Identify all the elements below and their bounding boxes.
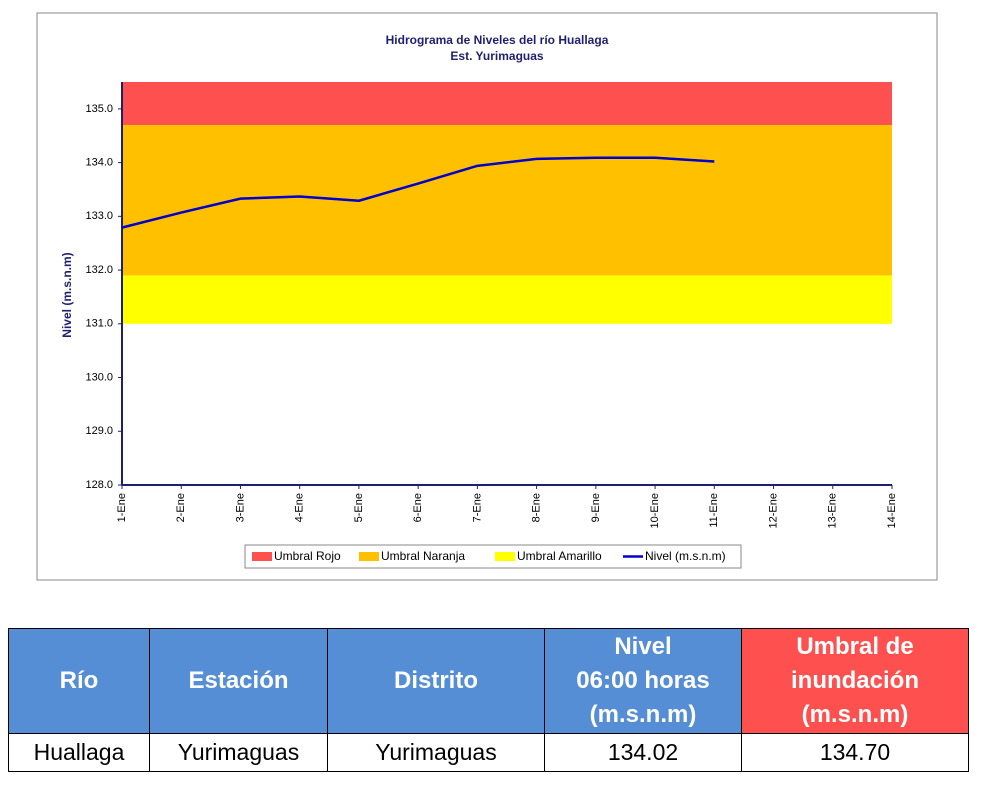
cell: Huallaga bbox=[8, 733, 150, 772]
chart: Hidrograma de Niveles del río Huallaga E… bbox=[36, 12, 938, 581]
line-series bbox=[121, 156, 715, 229]
x-tick-label: 6-Ene bbox=[412, 493, 424, 522]
x-tick-label: 7-Ene bbox=[471, 493, 483, 522]
legend-label: Umbral Naranja bbox=[381, 549, 465, 563]
y-tick-label: 131.0 bbox=[85, 318, 113, 330]
header-cell: Estación bbox=[149, 628, 328, 734]
y-tick-label: 129.0 bbox=[85, 425, 113, 437]
threshold-band bbox=[122, 275, 892, 324]
data-row: Huallaga Yurimaguas Yurimaguas 134.02 13… bbox=[8, 733, 969, 772]
x-tick-label: 8-Ene bbox=[531, 493, 543, 522]
cell: Yurimaguas bbox=[327, 733, 545, 772]
x-tick-label: 3-Ene bbox=[234, 493, 246, 522]
table: Río Estación Distrito Nivel 06:00 horas … bbox=[8, 628, 969, 772]
x-tick-label: 11-Ene bbox=[708, 493, 720, 528]
header-cell: Río bbox=[8, 628, 150, 734]
cell: Yurimaguas bbox=[149, 733, 328, 772]
legend-label: Umbral Rojo bbox=[274, 549, 341, 563]
header-cell: Umbral de inundación (m.s.n.m) bbox=[741, 628, 969, 734]
y-tick-label: 134.0 bbox=[85, 157, 113, 169]
legend-box bbox=[244, 544, 742, 569]
chart-subtitle: Est. Yurimaguas bbox=[450, 49, 543, 63]
y-tick-label: 132.0 bbox=[85, 264, 113, 276]
legend-label: Umbral Amarillo bbox=[517, 549, 602, 563]
legend-swatch bbox=[252, 552, 272, 561]
x-tick-label: 12-Ene bbox=[767, 493, 779, 528]
chart-title: Hidrograma de Niveles del río Huallaga bbox=[386, 33, 609, 47]
legend-swatch bbox=[495, 552, 515, 561]
header-row: Río Estación Distrito Nivel 06:00 horas … bbox=[8, 628, 969, 734]
x-tick-label: 13-Ene bbox=[827, 493, 839, 528]
threshold-band bbox=[122, 124, 892, 276]
x-tick-label: 1-Ene bbox=[116, 493, 128, 522]
legend-swatch bbox=[359, 552, 379, 561]
y-tick-label: 133.0 bbox=[85, 210, 113, 222]
x-tick-label: 5-Ene bbox=[353, 493, 365, 522]
y-tick-label: 130.0 bbox=[85, 371, 113, 383]
x-tick-label: 14-Ene bbox=[886, 493, 898, 528]
x-tick-label: 2-Ene bbox=[175, 493, 187, 522]
y-axis-label: Nivel (m.s.n.m) bbox=[60, 252, 74, 337]
threshold-band bbox=[122, 82, 892, 125]
x-tick-label: 4-Ene bbox=[294, 493, 306, 522]
header-cell: Distrito bbox=[327, 628, 545, 734]
legend-label: Nivel (m.s.n.m) bbox=[645, 549, 726, 563]
y-tick-label: 135.0 bbox=[85, 103, 113, 115]
header-cell: Nivel 06:00 horas (m.s.n.m) bbox=[544, 628, 742, 734]
x-tick-label: 9-Ene bbox=[590, 493, 602, 522]
x-tick-label: 10-Ene bbox=[649, 493, 661, 528]
y-tick-label: 128.0 bbox=[85, 479, 113, 491]
cell: 134.70 bbox=[741, 733, 969, 772]
cell: 134.02 bbox=[544, 733, 742, 772]
